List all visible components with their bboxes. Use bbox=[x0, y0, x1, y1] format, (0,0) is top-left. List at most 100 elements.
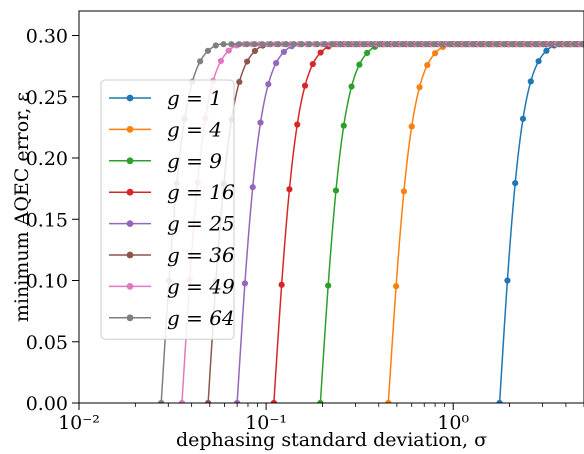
data-point bbox=[290, 41, 297, 48]
data-point bbox=[294, 121, 301, 128]
legend-marker bbox=[126, 251, 134, 259]
data-point bbox=[243, 41, 251, 48]
data-point bbox=[462, 41, 469, 48]
data-point bbox=[493, 41, 500, 48]
y-tick-label: 0.10 bbox=[26, 271, 68, 293]
legend-marker bbox=[126, 157, 134, 165]
data-point bbox=[385, 399, 392, 403]
legend-item: g = 64 bbox=[109, 306, 235, 330]
series-line bbox=[273, 43, 584, 403]
data-point bbox=[393, 283, 400, 290]
legend-item: g = 49 bbox=[109, 274, 235, 298]
data-point bbox=[212, 42, 219, 49]
data-point bbox=[424, 61, 431, 69]
legend-label: g = 16 bbox=[167, 180, 235, 204]
data-point bbox=[178, 399, 186, 403]
data-point bbox=[496, 399, 503, 403]
x-tick-label: 10⁰ bbox=[437, 412, 469, 434]
legend-item: g = 9 bbox=[109, 149, 222, 173]
data-point bbox=[485, 41, 492, 48]
legend-marker bbox=[126, 220, 134, 228]
data-point bbox=[236, 41, 243, 48]
data-point bbox=[368, 41, 375, 48]
y-tick-label: 0.30 bbox=[26, 26, 68, 48]
data-point bbox=[257, 119, 264, 126]
data-point bbox=[197, 58, 204, 65]
legend-item: g = 4 bbox=[109, 117, 222, 141]
data-point bbox=[376, 41, 383, 48]
data-point bbox=[282, 41, 290, 48]
series-line bbox=[319, 43, 584, 403]
data-point bbox=[204, 47, 212, 54]
legend-marker bbox=[126, 125, 134, 133]
series-layer bbox=[158, 41, 584, 403]
data-point bbox=[314, 41, 321, 48]
data-point bbox=[508, 41, 516, 48]
data-point bbox=[273, 59, 280, 67]
data-point bbox=[430, 41, 438, 48]
legend-label: g = 36 bbox=[167, 243, 235, 267]
legend-marker bbox=[126, 314, 134, 322]
data-point bbox=[220, 41, 227, 48]
legend-label: g = 1 bbox=[167, 86, 222, 110]
data-point bbox=[298, 41, 305, 48]
x-axis-label: dephasing standard deviation, σ bbox=[176, 429, 487, 451]
legend-marker bbox=[126, 188, 134, 196]
x-tick-label: 10⁻¹ bbox=[245, 412, 287, 434]
data-point bbox=[356, 61, 363, 68]
data-point bbox=[259, 41, 266, 48]
data-point bbox=[415, 41, 422, 48]
series-line bbox=[181, 43, 584, 403]
data-point bbox=[563, 41, 570, 48]
y-tick-label: 0.00 bbox=[26, 393, 68, 415]
series-g-1 bbox=[496, 41, 584, 403]
series-line bbox=[387, 43, 584, 403]
data-point bbox=[353, 41, 360, 48]
data-point bbox=[407, 41, 414, 48]
data-point bbox=[275, 41, 282, 48]
y-tick-label: 0.15 bbox=[26, 209, 68, 231]
data-point bbox=[234, 399, 241, 403]
x-tick-label: 10⁻² bbox=[58, 412, 100, 434]
data-point bbox=[348, 83, 355, 90]
y-tick-label: 0.05 bbox=[26, 332, 68, 354]
legend-label: g = 64 bbox=[167, 306, 235, 330]
plot-frame bbox=[78, 10, 584, 404]
data-point bbox=[301, 82, 309, 89]
data-point bbox=[446, 41, 453, 48]
data-point bbox=[317, 49, 324, 56]
data-point bbox=[337, 41, 344, 48]
legend-label: g = 25 bbox=[167, 212, 235, 236]
data-point bbox=[364, 49, 371, 57]
y-axis-label: minimum AQEC error, ε bbox=[11, 92, 33, 322]
legend-label: g = 9 bbox=[167, 149, 222, 173]
data-point bbox=[416, 84, 423, 91]
legend-item: g = 36 bbox=[109, 243, 235, 267]
data-point bbox=[540, 41, 547, 48]
data-point bbox=[321, 41, 329, 48]
data-point bbox=[309, 60, 316, 68]
data-point bbox=[158, 399, 165, 403]
data-point bbox=[317, 399, 324, 403]
data-point bbox=[325, 282, 332, 289]
legend-item: g = 1 bbox=[109, 86, 222, 110]
data-point bbox=[251, 41, 258, 48]
ticks-layer: 10⁻² 10⁻¹ 10⁰ 0.00 0.05 0.10 0.15 0.20 0.25 0.30 bbox=[26, 26, 584, 434]
data-point bbox=[399, 41, 406, 48]
data-point bbox=[454, 41, 461, 48]
data-point bbox=[265, 81, 272, 88]
legend-item: g = 16 bbox=[109, 180, 235, 204]
data-point bbox=[408, 123, 415, 130]
data-point bbox=[241, 280, 249, 287]
data-point bbox=[469, 41, 477, 48]
y-tick-label: 0.25 bbox=[26, 87, 68, 109]
data-point bbox=[543, 47, 550, 54]
data-point bbox=[267, 41, 274, 48]
series-g-16 bbox=[270, 41, 584, 403]
legend-box bbox=[100, 79, 235, 340]
data-point bbox=[438, 41, 445, 48]
data-point bbox=[228, 41, 235, 48]
data-point bbox=[329, 41, 336, 48]
data-point bbox=[571, 41, 578, 48]
